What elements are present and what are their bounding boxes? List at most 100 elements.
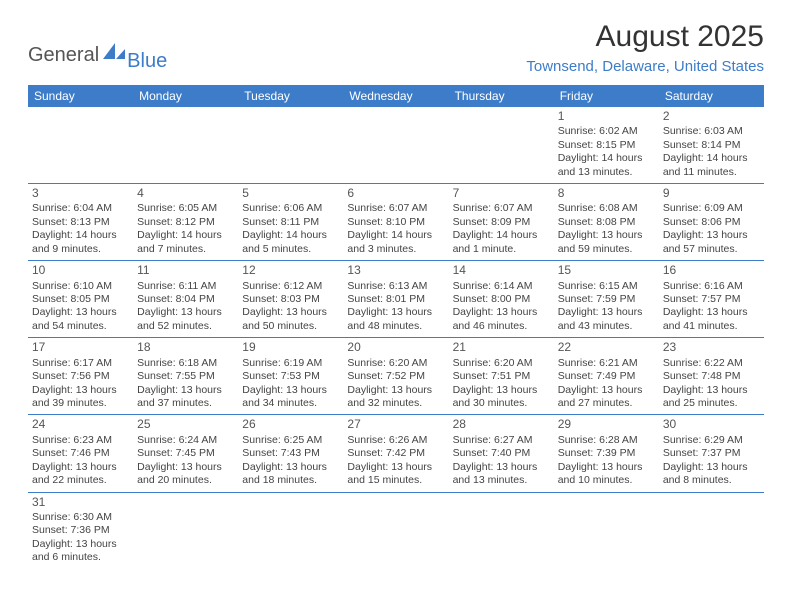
day-number: 21 [453,340,550,355]
daylight-text: Daylight: 13 hours and 48 minutes. [347,306,444,333]
sunset-text: Sunset: 8:14 PM [663,139,760,152]
calendar-day: 15Sunrise: 6:15 AMSunset: 7:59 PMDayligh… [554,261,659,338]
sunrise-text: Sunrise: 6:29 AM [663,434,760,447]
day-number: 15 [558,263,655,278]
sunset-text: Sunset: 7:42 PM [347,447,444,460]
sunrise-text: Sunrise: 6:23 AM [32,434,129,447]
daylight-text: Daylight: 13 hours and 59 minutes. [558,229,655,256]
location-label: Townsend, Delaware, United States [526,58,764,75]
day-number: 27 [347,417,444,432]
sunrise-text: Sunrise: 6:07 AM [347,202,444,215]
sunrise-text: Sunrise: 6:14 AM [453,280,550,293]
calendar-week: 3Sunrise: 6:04 AMSunset: 8:13 PMDaylight… [28,184,764,261]
dow-header: Saturday [659,85,764,107]
sunset-text: Sunset: 8:13 PM [32,216,129,229]
dow-header: Wednesday [343,85,448,107]
daylight-text: Daylight: 13 hours and 39 minutes. [32,384,129,411]
calendar-day: 20Sunrise: 6:20 AMSunset: 7:52 PMDayligh… [343,338,448,415]
sunrise-text: Sunrise: 6:26 AM [347,434,444,447]
calendar-day: 12 Sunrise: 6:12 AMSunset: 8:03 PMDayligh… [238,261,343,338]
calendar-day: 30Sunrise: 6:29 AMSunset: 7:37 PMDayligh… [659,415,764,492]
daylight-text: Daylight: 13 hours and 6 minutes. [32,538,129,565]
calendar-empty [554,492,659,569]
sunrise-text: Sunrise: 6:12 AM [242,280,339,293]
daylight-text: Daylight: 13 hours and 32 minutes. [347,384,444,411]
calendar-day: 31Sunrise: 6:30 AMSunset: 7:36 PMDayligh… [28,492,133,569]
calendar-day: 27 Sunrise: 6:26 AMSunset: 7:42 PMDayligh… [343,415,448,492]
daylight-text: Daylight: 13 hours and 57 minutes. [663,229,760,256]
calendar-week: 1Sunrise: 6:02 AMSunset: 8:15 PMDaylight… [28,107,764,184]
sunset-text: Sunset: 7:55 PM [137,370,234,383]
sunrise-text: Sunrise: 6:20 AM [347,357,444,370]
sunset-text: Sunset: 7:57 PM [663,293,760,306]
daylight-text: Daylight: 13 hours and 13 minutes. [453,461,550,488]
daylight-text: Daylight: 13 hours and 37 minutes. [137,384,234,411]
sunrise-text: Sunrise: 6:09 AM [663,202,760,215]
calendar-day: 21Sunrise: 6:20 AMSunset: 7:51 PMDayligh… [449,338,554,415]
calendar-day: 26Sunrise: 6:25 AMSunset: 7:43 PMDayligh… [238,415,343,492]
day-number: 4 [137,186,234,201]
sunset-text: Sunset: 8:01 PM [347,293,444,306]
calendar-header-row: SundayMondayTuesdayWednesdayThursdayFrid… [28,85,764,107]
sunrise-text: Sunrise: 6:04 AM [32,202,129,215]
day-number: 2 [663,109,760,124]
calendar-empty [238,107,343,184]
sunrise-text: Sunrise: 6:06 AM [242,202,339,215]
day-number: 20 [347,340,444,355]
day-number: 13 [347,263,444,278]
logo-text-general: General [28,44,99,67]
sunset-text: Sunset: 7:59 PM [558,293,655,306]
sunrise-text: Sunrise: 6:24 AM [137,434,234,447]
sunrise-text: Sunrise: 6:11 AM [137,280,234,293]
daylight-text: Daylight: 14 hours and 9 minutes. [32,229,129,256]
sunset-text: Sunset: 7:45 PM [137,447,234,460]
sunrise-text: Sunrise: 6:28 AM [558,434,655,447]
calendar-table: SundayMondayTuesdayWednesdayThursdayFrid… [28,85,764,569]
calendar-day: 25Sunrise: 6:24 AMSunset: 7:45 PMDayligh… [133,415,238,492]
sunset-text: Sunset: 7:48 PM [663,370,760,383]
day-number: 24 [32,417,129,432]
daylight-text: Daylight: 13 hours and 43 minutes. [558,306,655,333]
day-number: 1 [558,109,655,124]
sunset-text: Sunset: 8:15 PM [558,139,655,152]
day-number: 7 [453,186,550,201]
calendar-day: 16Sunrise: 6:16 AMSunset: 7:57 PMDayligh… [659,261,764,338]
header: General Blue August 2025 Townsend, Delaw… [28,20,764,81]
calendar-week: 10Sunrise: 6:10 AMSunset: 8:05 PMDayligh… [28,261,764,338]
calendar-day: 4Sunrise: 6:05 AMSunset: 8:12 PMDaylight… [133,184,238,261]
sunset-text: Sunset: 8:12 PM [137,216,234,229]
daylight-text: Daylight: 13 hours and 15 minutes. [347,461,444,488]
day-number: 26 [242,417,339,432]
calendar-day: 24Sunrise: 6:23 AMSunset: 7:46 PMDayligh… [28,415,133,492]
calendar-day: 3Sunrise: 6:04 AMSunset: 8:13 PMDaylight… [28,184,133,261]
dow-header: Sunday [28,85,133,107]
day-number: 29 [558,417,655,432]
day-number: 17 [32,340,129,355]
sunset-text: Sunset: 7:37 PM [663,447,760,460]
day-number: 12 [242,263,339,278]
calendar-empty [343,492,448,569]
daylight-text: Daylight: 14 hours and 11 minutes. [663,152,760,179]
calendar-day: 28Sunrise: 6:27 AMSunset: 7:40 PMDayligh… [449,415,554,492]
day-number: 22 [558,340,655,355]
day-number: 9 [663,186,760,201]
title-block: August 2025 Townsend, Delaware, United S… [526,20,764,81]
sunset-text: Sunset: 8:05 PM [32,293,129,306]
sunrise-text: Sunrise: 6:05 AM [137,202,234,215]
sunset-text: Sunset: 8:03 PM [242,293,339,306]
calendar-day: 11Sunrise: 6:11 AMSunset: 8:04 PMDayligh… [133,261,238,338]
sunset-text: Sunset: 8:11 PM [242,216,339,229]
calendar-day: 22Sunrise: 6:21 AMSunset: 7:49 PMDayligh… [554,338,659,415]
sunrise-text: Sunrise: 6:20 AM [453,357,550,370]
daylight-text: Daylight: 13 hours and 50 minutes. [242,306,339,333]
daylight-text: Daylight: 13 hours and 41 minutes. [663,306,760,333]
daylight-text: Daylight: 13 hours and 30 minutes. [453,384,550,411]
dow-header: Tuesday [238,85,343,107]
sunset-text: Sunset: 8:09 PM [453,216,550,229]
daylight-text: Daylight: 14 hours and 13 minutes. [558,152,655,179]
sunrise-text: Sunrise: 6:27 AM [453,434,550,447]
sunrise-text: Sunrise: 6:30 AM [32,511,129,524]
calendar-empty [343,107,448,184]
calendar-day: 29Sunrise: 6:28 AMSunset: 7:39 PMDayligh… [554,415,659,492]
calendar-empty [449,492,554,569]
